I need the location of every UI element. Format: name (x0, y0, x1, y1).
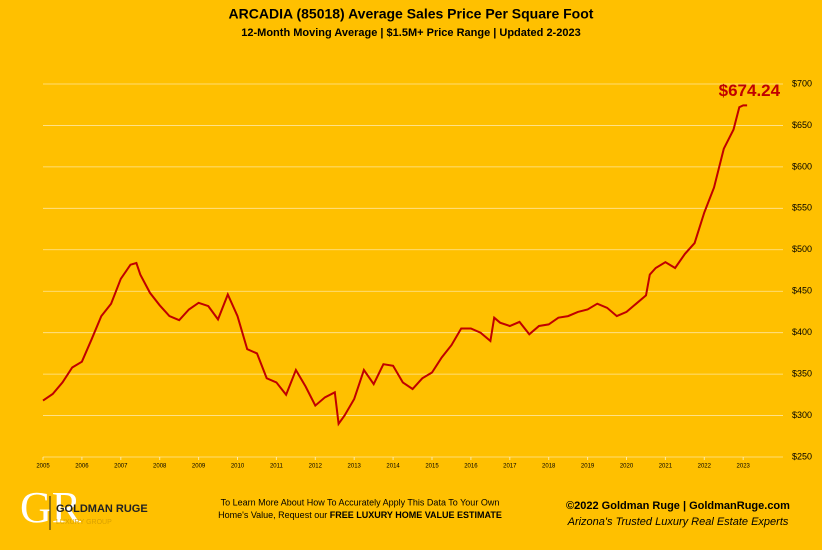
y-tick-label: $450 (792, 286, 812, 296)
x-tick-label: 2014 (386, 464, 400, 470)
y-tick-label: $700 (792, 78, 812, 88)
y-tick-label: $500 (792, 244, 812, 254)
cta-prefix: Home's Value, Request our (218, 510, 330, 520)
chart-title: ARCADIA (85018) Average Sales Price Per … (229, 6, 594, 22)
x-tick-label: 2016 (464, 464, 478, 470)
y-tick-label: $400 (792, 327, 812, 337)
line-series (42, 104, 748, 427)
x-tick-label: 2009 (192, 464, 206, 470)
cta-text: Home's Value, Request our FREE LUXURY HO… (218, 510, 502, 520)
y-tick-label: $300 (792, 410, 812, 420)
y-tick-label: $650 (792, 120, 812, 130)
cta-text: To Learn More About How To Accurately Ap… (221, 497, 500, 507)
x-tick-label: 2006 (75, 464, 89, 470)
x-tick-label: 2017 (503, 464, 517, 470)
y-tick-label: $600 (792, 161, 812, 171)
logo-mark: GR (20, 483, 82, 532)
cta-bold: FREE LUXURY HOME VALUE ESTIMATE (330, 510, 502, 520)
value-label: $674.24 (719, 81, 781, 100)
x-tick-label: 2019 (581, 464, 595, 470)
x-tick-label: 2020 (620, 464, 634, 470)
x-tick-label: 2007 (114, 464, 128, 470)
y-tick-label: $550 (792, 203, 812, 213)
x-tick-label: 2005 (36, 464, 50, 470)
x-tick-label: 2018 (542, 464, 556, 470)
x-tick-label: 2012 (309, 464, 323, 470)
y-tick-label: $350 (792, 368, 812, 378)
x-tick-label: 2010 (231, 464, 245, 470)
copyright: ©2022 Goldman Ruge | GoldmanRuge.com (566, 500, 790, 512)
x-tick-label: 2022 (698, 464, 712, 470)
x-tick-label: 2013 (348, 464, 362, 470)
x-tick-label: 2015 (425, 464, 439, 470)
tagline: Arizona's Trusted Luxury Real Estate Exp… (567, 516, 789, 528)
logo-subtext: LUXURY GROUP (56, 519, 112, 526)
x-tick-label: 2021 (659, 464, 673, 470)
x-tick-label: 2011 (270, 464, 284, 470)
x-tick-label: 2008 (153, 464, 167, 470)
x-tick-label: 2023 (737, 464, 751, 470)
y-tick-label: $250 (792, 451, 812, 461)
logo-text: GOLDMAN RUGE (56, 503, 148, 515)
chart-subtitle: 12-Month Moving Average | $1.5M+ Price R… (241, 27, 580, 39)
